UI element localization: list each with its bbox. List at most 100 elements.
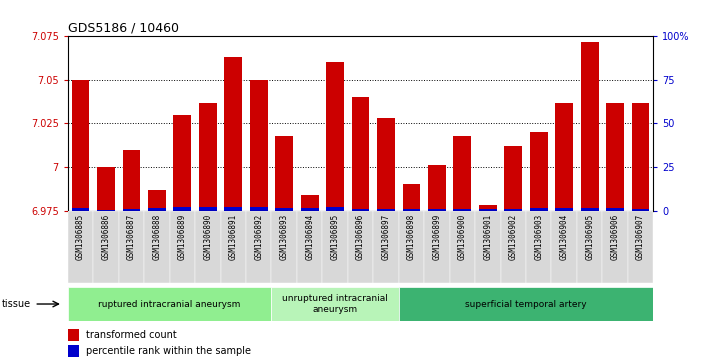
Bar [144, 211, 170, 283]
Text: GSM1306907: GSM1306907 [636, 214, 645, 260]
Bar [475, 211, 501, 283]
Bar [97, 210, 115, 211]
Text: GSM1306902: GSM1306902 [509, 214, 518, 260]
Bar [377, 209, 395, 211]
Text: tissue: tissue [2, 299, 31, 309]
Bar [276, 208, 293, 211]
Bar [606, 102, 624, 211]
Text: GSM1306901: GSM1306901 [483, 214, 493, 260]
Bar [326, 207, 344, 211]
Bar [352, 209, 369, 211]
Text: GSM1306905: GSM1306905 [585, 214, 594, 260]
Bar [398, 211, 424, 283]
Bar [301, 195, 318, 211]
Bar [68, 211, 94, 283]
Bar [276, 136, 293, 211]
Bar [224, 57, 242, 211]
Bar [71, 80, 89, 211]
Bar [577, 211, 603, 283]
Bar [479, 209, 497, 211]
Bar [119, 211, 144, 283]
Bar [555, 102, 573, 211]
Bar [428, 165, 446, 211]
Text: GSM1306894: GSM1306894 [305, 214, 314, 260]
Text: GSM1306887: GSM1306887 [127, 214, 136, 260]
Bar [250, 80, 268, 211]
Bar [504, 209, 522, 211]
Text: superficial temporal artery: superficial temporal artery [466, 299, 587, 309]
Text: GSM1306896: GSM1306896 [356, 214, 365, 260]
Text: GSM1306889: GSM1306889 [178, 214, 187, 260]
Bar [68, 345, 79, 357]
Bar [628, 211, 653, 283]
Bar [555, 208, 573, 211]
Bar [326, 62, 344, 211]
Bar [97, 167, 115, 211]
Bar [250, 207, 268, 211]
Text: GSM1306899: GSM1306899 [433, 214, 441, 260]
Text: GSM1306888: GSM1306888 [152, 214, 161, 260]
Text: unruptured intracranial
aneurysm: unruptured intracranial aneurysm [282, 294, 388, 314]
Bar [323, 211, 348, 283]
Bar [603, 211, 628, 283]
Bar [501, 211, 526, 283]
Bar [148, 189, 166, 211]
Text: GDS5186 / 10460: GDS5186 / 10460 [68, 22, 178, 35]
Bar [530, 132, 548, 211]
Text: GSM1306903: GSM1306903 [534, 214, 543, 260]
Bar [403, 209, 421, 211]
Bar [450, 211, 475, 283]
Text: GSM1306890: GSM1306890 [203, 214, 212, 260]
Bar [123, 209, 141, 211]
Text: GSM1306893: GSM1306893 [280, 214, 288, 260]
Bar [632, 102, 650, 211]
Bar [68, 287, 271, 321]
Bar [580, 208, 598, 211]
Text: transformed count: transformed count [86, 330, 176, 340]
Text: GSM1306895: GSM1306895 [331, 214, 340, 260]
Text: GSM1306885: GSM1306885 [76, 214, 85, 260]
Bar [199, 102, 217, 211]
Text: GSM1306891: GSM1306891 [228, 214, 238, 260]
Bar [71, 208, 89, 211]
Bar [352, 97, 369, 211]
Bar [123, 150, 141, 211]
Text: ruptured intracranial aneurysm: ruptured intracranial aneurysm [99, 299, 241, 309]
Bar [424, 211, 450, 283]
Bar [632, 209, 650, 211]
Bar [174, 207, 191, 211]
Bar [348, 211, 373, 283]
Text: GSM1306904: GSM1306904 [560, 214, 569, 260]
Bar [174, 115, 191, 211]
Bar [94, 211, 119, 283]
Text: GSM1306900: GSM1306900 [458, 214, 467, 260]
Bar [428, 209, 446, 211]
Bar [271, 287, 398, 321]
Bar [606, 208, 624, 211]
Bar [301, 208, 318, 211]
Bar [403, 184, 421, 211]
Bar [170, 211, 195, 283]
Bar [551, 211, 577, 283]
Bar [68, 329, 79, 341]
Text: GSM1306892: GSM1306892 [254, 214, 263, 260]
Text: GSM1306897: GSM1306897 [381, 214, 391, 260]
Text: GSM1306906: GSM1306906 [610, 214, 620, 260]
Bar [221, 211, 246, 283]
Text: percentile rank within the sample: percentile rank within the sample [86, 346, 251, 356]
Bar [373, 211, 398, 283]
Bar [148, 208, 166, 211]
Bar [398, 287, 653, 321]
Bar [224, 207, 242, 211]
Bar [453, 136, 471, 211]
Bar [297, 211, 323, 283]
Bar [530, 208, 548, 211]
Bar [199, 207, 217, 211]
Bar [453, 209, 471, 211]
Text: GSM1306886: GSM1306886 [101, 214, 111, 260]
Bar [526, 211, 551, 283]
Bar [377, 118, 395, 211]
Bar [504, 146, 522, 211]
Bar [479, 205, 497, 211]
Bar [246, 211, 271, 283]
